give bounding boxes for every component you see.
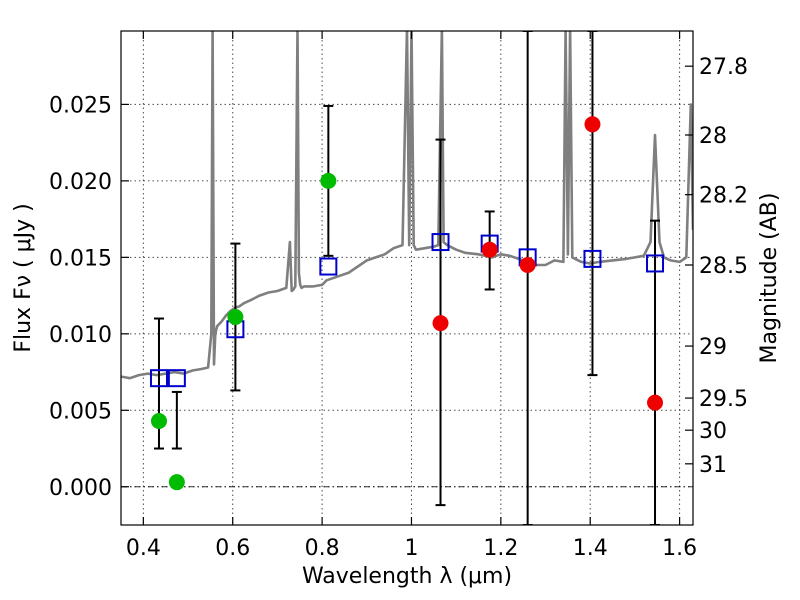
- observed-point: [519, 257, 536, 273]
- ticks: 0.4 0.6 0.8 1 1.2 1.4 1.6 0.000 0.005 0.010 0.015 0…: [49, 31, 748, 561]
- x-tick-label: 0.4: [126, 536, 161, 561]
- model-photometry-square: [583, 249, 602, 268]
- x-axis-label: Wavelength λ (μm): [302, 564, 512, 589]
- x-tick-label: 0.8: [305, 536, 340, 561]
- observed-point: [150, 413, 167, 429]
- observed-point: [320, 172, 337, 189]
- x-tick-label: 1: [404, 536, 418, 561]
- right-axis-label: Magnitude (AB): [757, 193, 782, 364]
- observed-point: [168, 474, 185, 491]
- x-tick-label: 1.6: [662, 536, 697, 561]
- right-axis-tick-label: 30: [699, 419, 727, 444]
- model-photometry-square: [167, 369, 186, 388]
- y-tick-label: 0.010: [49, 323, 112, 348]
- model-photometry-square: [431, 233, 450, 252]
- y-tick-label: 0.020: [49, 170, 112, 195]
- observed-point: [647, 394, 664, 411]
- observed-point: [584, 116, 601, 133]
- model-photometry-square: [319, 257, 338, 276]
- y-axis-label: Flux Fν ( μJy ): [11, 203, 36, 352]
- model-photometry-square: [646, 254, 665, 273]
- right-axis-tick-label: 29.5: [699, 387, 748, 412]
- spectrum-line: [121, 31, 693, 380]
- right-axis-tick-label: 28: [699, 124, 727, 149]
- right-axis-tick-label: 28.2: [699, 184, 748, 209]
- observed-point: [432, 315, 449, 332]
- y-tick-label: 0.005: [49, 399, 112, 424]
- plot-frame: [120, 30, 694, 526]
- model-photometry-square: [149, 369, 168, 388]
- y-tick-label: 0.025: [49, 93, 112, 118]
- right-axis-tick-label: 27.8: [699, 55, 748, 80]
- right-axis-tick-label: 28.5: [699, 254, 748, 279]
- y-tick-label: 0.015: [49, 246, 112, 271]
- plot-area: [121, 31, 693, 525]
- observed-point: [481, 241, 498, 258]
- x-tick-label: 1.4: [573, 536, 608, 561]
- observed-point: [227, 309, 244, 325]
- right-axis-tick-label: 31: [699, 453, 727, 478]
- x-tick-label: 1.2: [483, 536, 518, 561]
- y-tick-label: 0.000: [49, 476, 112, 501]
- right-axis-tick-label: 29: [699, 335, 727, 360]
- x-tick-label: 0.6: [215, 536, 250, 561]
